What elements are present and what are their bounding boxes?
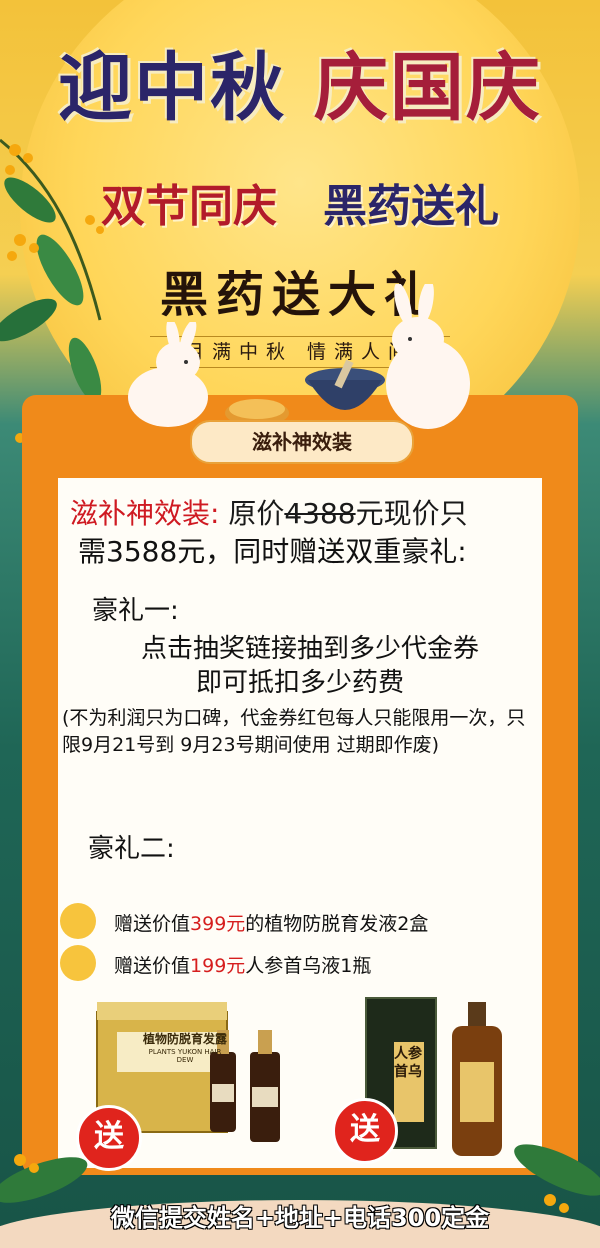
bullet-icon xyxy=(60,945,96,981)
original-price: 4388 xyxy=(284,497,356,530)
slogan: 双节同庆 黑药送礼 xyxy=(0,170,600,234)
main-title: 黑药送大礼 xyxy=(159,267,440,323)
gift1-note: (不为利润只为口碑，代金券红包每人只能限用一次，只限9月21号到 9月23号期间… xyxy=(62,707,526,756)
bullet-icon xyxy=(60,903,96,939)
ginseng-box-label: 人参首乌 xyxy=(394,1046,422,1080)
headline-part2: 庆国庆 xyxy=(313,45,542,131)
rabbit-right-illustration xyxy=(386,284,470,429)
osmanthus-branch-bottom xyxy=(0,1144,600,1248)
send-badge-left: 送 xyxy=(76,1105,142,1171)
package-name: 滋补神效装: xyxy=(70,497,220,530)
send-badge-right: 送 xyxy=(332,1098,398,1164)
hair-dew-box-label-en: PLANTS YUKON HAIR DEW xyxy=(148,1048,222,1064)
gift1-line2: 即可抵扣多少药费 xyxy=(195,668,404,698)
offer-price-line: 滋补神效装: 原价4388元现价只 xyxy=(70,492,468,532)
slogan-part1: 双节同庆 xyxy=(101,181,278,232)
footer-cta: 微信提交姓名+地址+电话300定金 xyxy=(110,1204,490,1232)
gift2-item-price: 399元 xyxy=(190,913,246,935)
gift1-heading: 豪礼一: xyxy=(92,596,179,626)
price-suffix: 元现价只 xyxy=(355,497,468,530)
rabbit-left-illustration xyxy=(128,322,208,427)
headline-part1: 迎中秋 xyxy=(58,45,287,131)
headline-title: 迎中秋 庆国庆 xyxy=(0,28,600,135)
gift2-item-suffix: 的植物防脱育发液2盒 xyxy=(245,913,429,935)
ginseng-product-image xyxy=(365,997,502,1156)
mortar-illustration xyxy=(305,360,385,410)
hair-dew-box-label: 植物防脱育发露 xyxy=(142,1032,227,1046)
gift1-line1: 点击抽奖链接抽到多少代金券 xyxy=(140,634,479,664)
gift2-heading: 豪礼二: xyxy=(88,834,175,864)
gift2-item-price: 199元 xyxy=(190,955,246,977)
package-banner: 滋补神效装 xyxy=(190,420,414,464)
gift2-item-prefix: 赠送价值 xyxy=(114,913,191,935)
price-prefix: 原价 xyxy=(219,497,285,530)
subtitle: 月满中秋 情满人间 xyxy=(150,336,450,368)
gift2-item-prefix: 赠送价值 xyxy=(114,955,191,977)
mooncake-illustration xyxy=(225,399,289,426)
offer-price-line2: 需3588元，同时赠送双重豪礼: xyxy=(78,535,467,568)
gift2-item-suffix: 人参首乌液1瓶 xyxy=(245,955,372,977)
slogan-part2: 黑药送礼 xyxy=(322,181,499,232)
